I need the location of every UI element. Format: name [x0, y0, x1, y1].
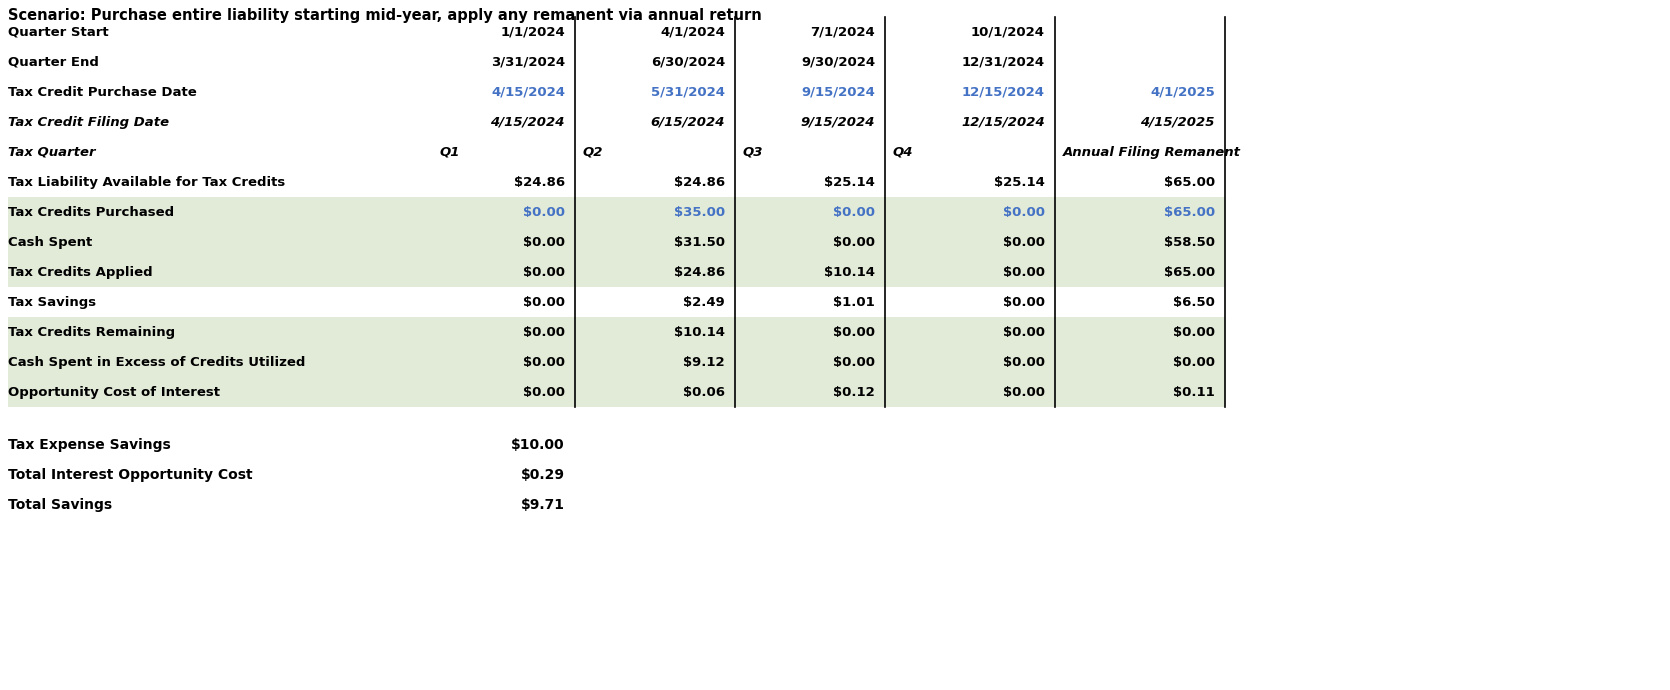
- Text: Tax Credits Purchased: Tax Credits Purchased: [8, 206, 174, 219]
- Text: 6/30/2024: 6/30/2024: [651, 55, 725, 68]
- Text: 1/1/2024: 1/1/2024: [501, 26, 564, 39]
- Text: $0.00: $0.00: [523, 266, 564, 279]
- Text: 5/31/2024: 5/31/2024: [651, 86, 725, 99]
- Text: 6/15/2024: 6/15/2024: [651, 115, 725, 128]
- Text: Total Savings: Total Savings: [8, 498, 112, 512]
- Text: $0.00: $0.00: [833, 326, 875, 339]
- Text: Quarter End: Quarter End: [8, 55, 99, 68]
- Bar: [8, 347, 1226, 377]
- Text: $0.00: $0.00: [523, 355, 564, 368]
- Text: Quarter Start: Quarter Start: [8, 26, 109, 39]
- Text: $9.71: $9.71: [521, 498, 564, 512]
- Text: 10/1/2024: 10/1/2024: [970, 26, 1045, 39]
- Bar: [8, 197, 1226, 227]
- Text: Opportunity Cost of Interest: Opportunity Cost of Interest: [8, 386, 220, 399]
- Text: Scenario: Purchase entire liability starting mid-year, apply any remanent via an: Scenario: Purchase entire liability star…: [8, 8, 762, 23]
- Text: $0.00: $0.00: [1004, 206, 1045, 219]
- Text: Q1: Q1: [439, 146, 461, 159]
- Text: 3/31/2024: 3/31/2024: [491, 55, 564, 68]
- Text: $10.00: $10.00: [511, 438, 564, 452]
- Text: $0.00: $0.00: [1004, 386, 1045, 399]
- Text: $0.00: $0.00: [523, 386, 564, 399]
- Text: 9/15/2024: 9/15/2024: [800, 115, 875, 128]
- Text: $0.06: $0.06: [683, 386, 725, 399]
- Text: 9/15/2024: 9/15/2024: [802, 86, 875, 99]
- Text: Tax Savings: Tax Savings: [8, 295, 97, 308]
- Text: 4/1/2025: 4/1/2025: [1151, 86, 1216, 99]
- Text: 7/1/2024: 7/1/2024: [810, 26, 875, 39]
- Text: Tax Expense Savings: Tax Expense Savings: [8, 438, 170, 452]
- Text: $35.00: $35.00: [675, 206, 725, 219]
- Text: $0.00: $0.00: [1004, 266, 1045, 279]
- Text: $31.50: $31.50: [675, 235, 725, 248]
- Text: Tax Liability Available for Tax Credits: Tax Liability Available for Tax Credits: [8, 175, 286, 188]
- Text: $25.14: $25.14: [994, 175, 1045, 188]
- Text: Tax Credits Applied: Tax Credits Applied: [8, 266, 152, 279]
- Text: $0.00: $0.00: [523, 295, 564, 308]
- Text: $0.00: $0.00: [523, 326, 564, 339]
- Text: $0.00: $0.00: [1004, 326, 1045, 339]
- Text: 4/1/2024: 4/1/2024: [660, 26, 725, 39]
- Text: 12/15/2024: 12/15/2024: [962, 115, 1045, 128]
- Text: $0.00: $0.00: [1172, 326, 1216, 339]
- Text: $0.11: $0.11: [1174, 386, 1216, 399]
- Text: $0.00: $0.00: [1004, 235, 1045, 248]
- Text: Tax Credits Remaining: Tax Credits Remaining: [8, 326, 175, 339]
- Text: Q3: Q3: [743, 146, 763, 159]
- Text: $6.50: $6.50: [1172, 295, 1216, 308]
- Text: $9.12: $9.12: [683, 355, 725, 368]
- Text: $24.86: $24.86: [675, 266, 725, 279]
- Text: $0.29: $0.29: [521, 468, 564, 482]
- Text: 9/30/2024: 9/30/2024: [802, 55, 875, 68]
- Text: $10.14: $10.14: [823, 266, 875, 279]
- Text: Q4: Q4: [893, 146, 913, 159]
- Text: $24.86: $24.86: [514, 175, 564, 188]
- Text: $0.00: $0.00: [523, 206, 564, 219]
- Text: 12/15/2024: 12/15/2024: [962, 86, 1045, 99]
- Text: $10.14: $10.14: [675, 326, 725, 339]
- Text: $25.14: $25.14: [823, 175, 875, 188]
- Text: $0.00: $0.00: [1172, 355, 1216, 368]
- Text: $0.00: $0.00: [833, 206, 875, 219]
- Text: $0.00: $0.00: [523, 235, 564, 248]
- Text: $24.86: $24.86: [675, 175, 725, 188]
- Text: 4/15/2025: 4/15/2025: [1141, 115, 1216, 128]
- Bar: [8, 377, 1226, 407]
- Text: Annual Filing Remanent: Annual Filing Remanent: [1064, 146, 1241, 159]
- Text: Tax Credit Filing Date: Tax Credit Filing Date: [8, 115, 169, 128]
- Text: Cash Spent in Excess of Credits Utilized: Cash Spent in Excess of Credits Utilized: [8, 355, 306, 368]
- Text: Total Interest Opportunity Cost: Total Interest Opportunity Cost: [8, 468, 252, 482]
- Text: $1.01: $1.01: [833, 295, 875, 308]
- Text: $2.49: $2.49: [683, 295, 725, 308]
- Text: $65.00: $65.00: [1164, 175, 1216, 188]
- Text: $0.00: $0.00: [833, 355, 875, 368]
- Text: 12/31/2024: 12/31/2024: [962, 55, 1045, 68]
- Text: 4/15/2024: 4/15/2024: [491, 115, 564, 128]
- Bar: [8, 317, 1226, 347]
- Text: $0.12: $0.12: [833, 386, 875, 399]
- Text: $58.50: $58.50: [1164, 235, 1216, 248]
- Text: Q2: Q2: [583, 146, 603, 159]
- Text: $0.00: $0.00: [833, 235, 875, 248]
- Text: Tax Credit Purchase Date: Tax Credit Purchase Date: [8, 86, 197, 99]
- Text: Cash Spent: Cash Spent: [8, 235, 92, 248]
- Bar: [8, 227, 1226, 257]
- Text: $0.00: $0.00: [1004, 295, 1045, 308]
- Text: $0.00: $0.00: [1004, 355, 1045, 368]
- Text: 4/15/2024: 4/15/2024: [491, 86, 564, 99]
- Bar: [8, 257, 1226, 287]
- Text: $65.00: $65.00: [1164, 206, 1216, 219]
- Text: Tax Quarter: Tax Quarter: [8, 146, 95, 159]
- Text: $65.00: $65.00: [1164, 266, 1216, 279]
